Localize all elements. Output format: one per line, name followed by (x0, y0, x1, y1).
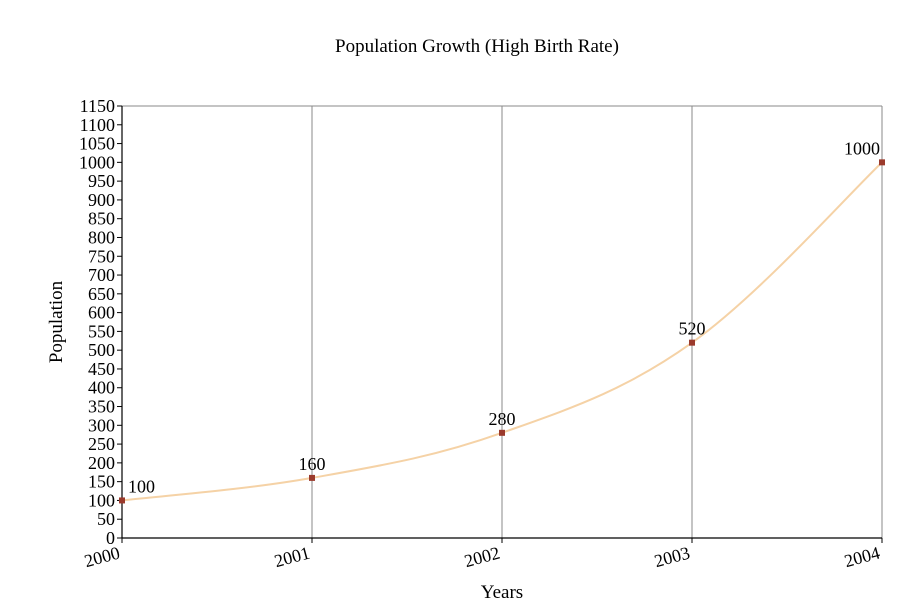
chart-title: Population Growth (High Birth Rate) (335, 36, 619, 57)
data-point-2000 (119, 497, 125, 504)
data-point-2001 (309, 474, 315, 481)
x-tick-label: 2003 (652, 543, 692, 572)
y-tick-label: 400 (88, 378, 115, 398)
y-tick-label: 500 (88, 340, 115, 360)
x-tick-label: 2001 (272, 543, 312, 572)
y-tick-label: 1000 (79, 152, 115, 172)
y-axis-label: Population (46, 280, 67, 363)
y-tick-label: 50 (97, 509, 115, 529)
y-tick-label: 250 (88, 434, 115, 454)
data-label-2001: 160 (299, 454, 326, 474)
y-tick-label: 900 (88, 190, 115, 210)
x-tick-label: 2004 (842, 543, 882, 572)
data-label-2003: 520 (679, 319, 706, 339)
y-tick-label: 450 (88, 359, 115, 379)
y-tick-label: 100 (88, 490, 115, 510)
y-tick-label: 700 (88, 265, 115, 285)
data-label-2000: 100 (128, 476, 155, 496)
y-tick-label: 0 (106, 528, 115, 548)
y-tick-label: 600 (88, 303, 115, 323)
y-tick-label: 300 (88, 415, 115, 435)
data-point-2003 (689, 339, 695, 346)
data-label-2004: 1000 (844, 138, 880, 158)
y-axis-ticks: 0501001502002503003504004505005506006507… (79, 96, 122, 548)
y-tick-label: 200 (88, 453, 115, 473)
data-point-2004 (879, 159, 885, 166)
y-tick-label: 150 (88, 472, 115, 492)
y-tick-label: 1050 (79, 134, 115, 154)
y-tick-label: 850 (88, 209, 115, 229)
series-population (119, 159, 885, 504)
y-tick-label: 1100 (80, 115, 115, 135)
series-line (121, 161, 883, 502)
y-tick-label: 750 (88, 246, 115, 266)
x-axis-ticks: 2000 2001 2002 2003 2004 (82, 538, 883, 572)
y-tick-label: 1150 (80, 96, 115, 116)
x-tick-label: 2000 (82, 543, 122, 572)
y-tick-label: 950 (88, 171, 115, 191)
x-tick-label: 2002 (462, 543, 502, 572)
x-axis-label: Years (481, 582, 523, 603)
y-tick-label: 350 (88, 397, 115, 417)
y-tick-label: 550 (88, 321, 115, 341)
data-labels: 100 160 280 520 1000 (128, 138, 880, 496)
data-point-2002 (499, 429, 505, 436)
y-tick-label: 650 (88, 284, 115, 304)
y-tick-label: 800 (88, 227, 115, 247)
data-label-2002: 280 (489, 409, 516, 429)
grid-lines (121, 106, 883, 538)
